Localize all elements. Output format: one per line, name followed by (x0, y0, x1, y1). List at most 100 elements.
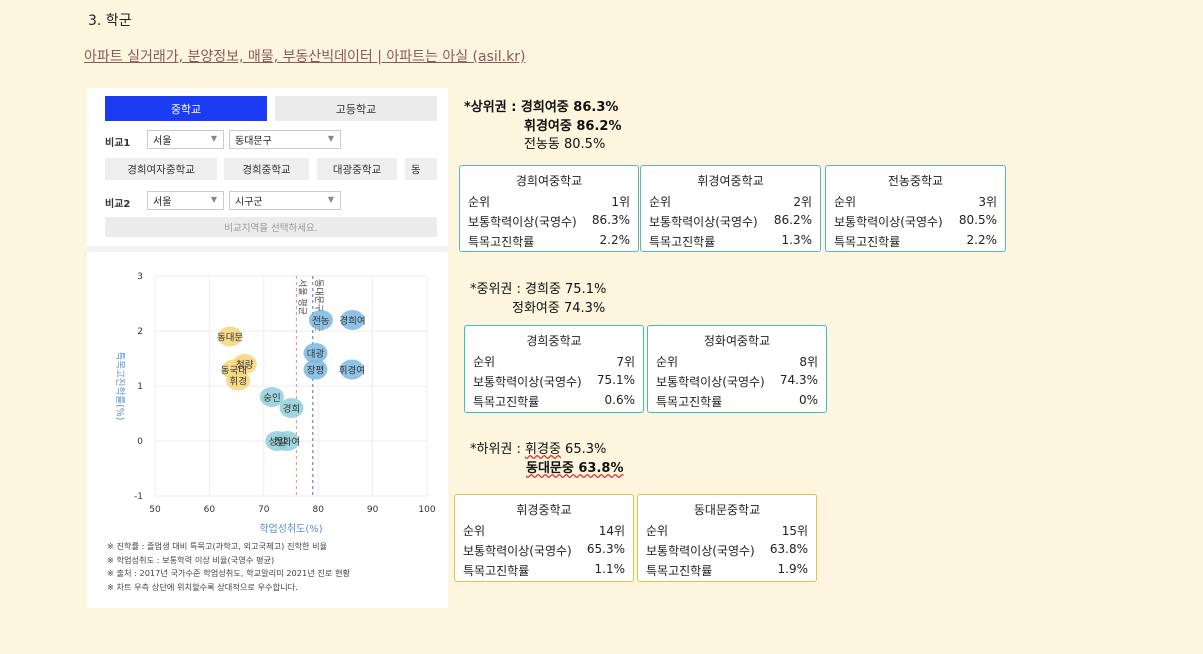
data-point (339, 359, 364, 380)
school-card-value: 0.6% (604, 393, 636, 407)
tab-middle-school[interactable]: 중학교 (105, 96, 267, 121)
data-point-label: 휘경 (229, 376, 246, 388)
school-card-value: 1.9% (777, 562, 809, 576)
data-point-label: 숭인 (263, 393, 280, 404)
school-card-label: 순위 (649, 195, 672, 209)
school-card-value: 2.2% (966, 233, 998, 247)
source-link[interactable]: 아파트 실거래가, 분양정보, 매물, 부동산빅데이터 | 아파트는 아실 (a… (84, 49, 526, 65)
school-card-label: 특목고진학률 (463, 564, 530, 578)
school-card-label: 특목고진학률 (473, 395, 540, 409)
school-card-name: 경희중학교 (526, 334, 582, 348)
compare1-district-select[interactable]: 동대문구 ▼ (229, 130, 341, 149)
compare2-city-select[interactable]: 서울 ▼ (147, 191, 224, 210)
school-card-row-rank: 순위 7위 (473, 353, 635, 370)
data-point (226, 370, 251, 391)
y-tick-label: 3 (137, 272, 143, 282)
school-card-row-rank: 순위 8위 (656, 353, 818, 370)
school-card-label: 보통학력이상(국영수) (646, 544, 755, 558)
school-card-row-rank: 순위 3위 (834, 193, 997, 210)
school-card-row-special: 특목고진학률 1.9% (646, 562, 808, 579)
data-point-label: 성일 (269, 437, 286, 448)
x-tick-label: 80 (312, 505, 324, 515)
data-point-label: 장평 (307, 366, 324, 377)
chevron-down-icon: ▼ (327, 195, 334, 204)
school-card-row-score: 보통학력이상(국영수) 63.8% (646, 542, 808, 559)
tab-high-school[interactable]: 고등학교 (275, 96, 437, 121)
school-chip[interactable]: 대광중학교 (317, 158, 397, 180)
x-tick-label: 60 (204, 505, 216, 515)
upper-tier-head-text: *상위권 : 경희여중 86.3% (464, 100, 619, 115)
y-tick-label: -1 (134, 492, 143, 502)
school-card-value: 7위 (616, 355, 635, 369)
school-card-label: 특목고진학률 (834, 235, 901, 249)
school-card: 경희중학교 순위 7위 보통학력이상(국영수) 75.1% 특목고진학률 0.6% (464, 325, 644, 413)
data-point-label: 경희여 (339, 315, 365, 327)
lower-tier-value: 65.3% (560, 442, 607, 457)
chevron-down-icon: ▼ (210, 195, 217, 204)
school-card-name: 경희여중학교 (515, 174, 583, 188)
data-point-label: 경희 (283, 403, 300, 415)
data-point (308, 310, 333, 330)
school-card-value: 1.3% (781, 233, 813, 247)
scatter-chart: -1 0 1 2 3 50 60 70 80 90 100 학업성취도(%) 특목고진학률(%) 서울 평… (114, 272, 436, 535)
school-card-name: 정화여중학교 (703, 334, 771, 348)
lower-tier-prefix: *하위권 : (470, 442, 526, 457)
data-point-label: 정화여 (274, 436, 300, 448)
school-card-value: 0% (798, 393, 818, 407)
chevron-down-icon: ▼ (210, 134, 217, 143)
school-card-row-score: 보통학력이상(국영수) 74.3% (656, 373, 818, 390)
school-card-value: 2위 (793, 195, 812, 209)
data-point (218, 326, 243, 347)
school-card-row-special: 특목고진학률 0.6% (473, 393, 635, 410)
y-tick-label: 2 (137, 327, 143, 337)
chevron-down-icon: ▼ (327, 134, 334, 143)
school-card-value: 1.1% (594, 562, 626, 576)
school-compare-panel: 중학교 고등학교 비교1 서울 ▼ 동대문구 ▼ 경희여자중학교 경희중학교 대… (87, 88, 448, 608)
school-card-row-rank: 순위 14위 (463, 522, 625, 539)
divider (87, 246, 448, 252)
school-card-label: 순위 (468, 195, 491, 209)
school-card-row-special: 특목고진학률 0% (656, 393, 818, 410)
select-region-button[interactable]: 비교지역을 선택하세요. (105, 217, 437, 237)
school-card-label: 특목고진학률 (468, 235, 535, 249)
data-point (340, 310, 365, 330)
school-card: 경희여중학교 순위 1위 보통학력이상(국영수) 86.3% 특목고진학률 2.2% (459, 165, 639, 252)
school-card-name: 전농중학교 (887, 174, 944, 188)
school-card-value: 65.3% (586, 542, 625, 556)
school-card-value: 14위 (598, 524, 625, 538)
school-card-value: 63.8% (769, 542, 808, 556)
compare1-city-select[interactable]: 서울 ▼ (147, 130, 224, 149)
x-tick-label: 100 (418, 505, 435, 515)
upper-tier-line3: 전농동 80.5% (524, 137, 606, 152)
school-chip[interactable]: 동 (405, 158, 437, 180)
compare1-city-value: 서울 (153, 136, 172, 147)
school-card-label: 순위 (656, 355, 679, 369)
school-card-name: 휘경중학교 (516, 503, 572, 517)
school-card-label: 순위 (473, 355, 496, 369)
school-chip[interactable]: 경희여자중학교 (105, 158, 217, 180)
upper-tier-head: *상위권 : 경희여중 86.3% (464, 96, 618, 115)
school-card-value: 1위 (611, 195, 630, 209)
x-tick-label: 50 (149, 505, 161, 515)
school-card-value: 15위 (781, 524, 808, 538)
data-point-label: 동국대 (221, 366, 247, 377)
data-point (259, 387, 284, 407)
school-card-label: 보통학력이상(국영수) (649, 215, 758, 229)
school-card: 휘경여중학교 순위 2위 보통학력이상(국영수) 86.2% 특목고진학률 1.3% (640, 165, 821, 252)
data-point-label: 동대문 (217, 333, 243, 344)
y-axis-label: 특목고진학률(%) (114, 352, 125, 421)
school-card-value: 75.1% (596, 373, 635, 387)
note-line: ※ 출처 : 2017년 국가수준 학업성취도, 학교알리미 2021년 진로 … (107, 568, 351, 578)
lower-tier-school: 휘경중 (525, 442, 561, 457)
school-card-row-score: 보통학력이상(국영수) 86.3% (468, 213, 630, 230)
compare1-district-value: 동대문구 (235, 136, 272, 147)
x-tick-label: 70 (258, 505, 270, 515)
middle-tier-head: *중위권 : 경희중 75.1% (470, 282, 607, 297)
school-chip[interactable]: 경희중학교 (224, 158, 309, 180)
school-card-row-rank: 순위 2위 (649, 193, 812, 210)
compare2-district-select[interactable]: 시구군 ▼ (229, 191, 341, 210)
school-card-label: 특목고진학률 (656, 395, 723, 409)
school-card-name: 휘경여중학교 (697, 174, 764, 188)
school-card-row-score: 보통학력이상(국영수) 65.3% (463, 542, 625, 559)
